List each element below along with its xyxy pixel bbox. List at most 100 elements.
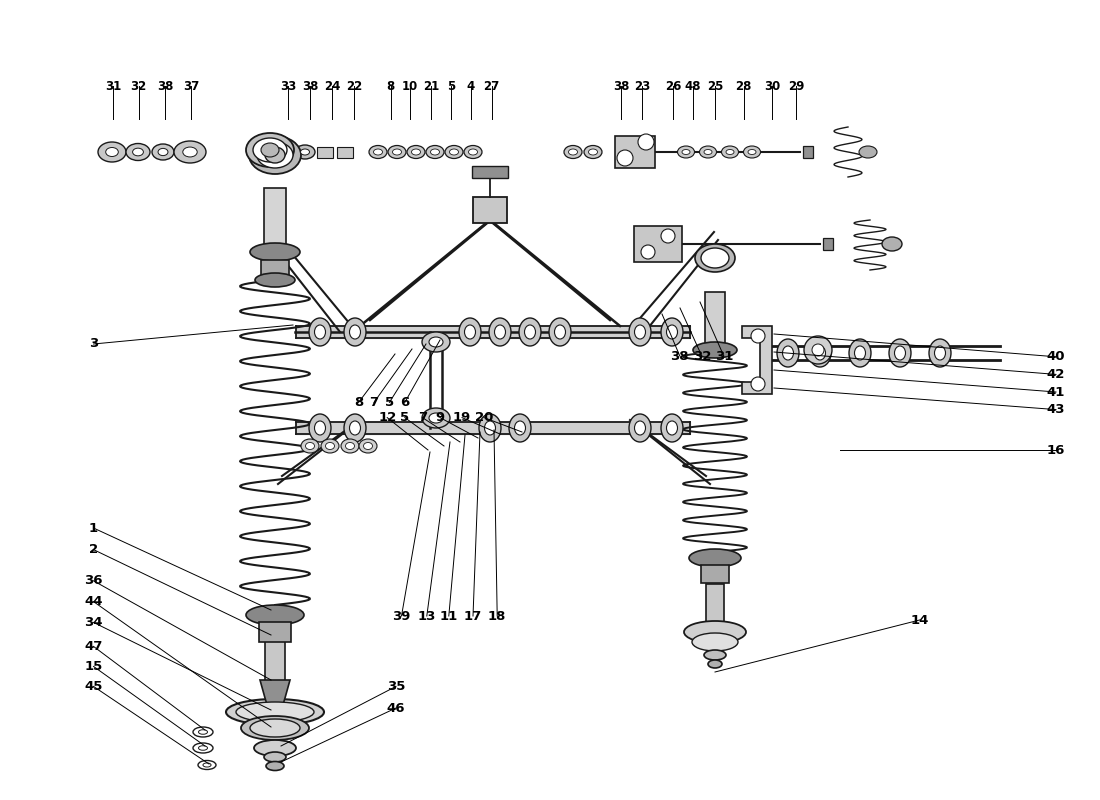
Ellipse shape [693, 342, 737, 358]
Bar [615, 136, 654, 168]
Ellipse shape [692, 633, 738, 651]
Ellipse shape [695, 244, 735, 272]
Ellipse shape [309, 414, 331, 442]
Ellipse shape [411, 149, 420, 155]
Ellipse shape [782, 346, 793, 360]
Ellipse shape [429, 337, 443, 347]
Ellipse shape [450, 149, 459, 155]
Ellipse shape [345, 442, 354, 450]
Text: 32: 32 [693, 350, 711, 362]
Text: 20: 20 [475, 411, 493, 424]
Ellipse shape [407, 146, 425, 158]
Ellipse shape [255, 273, 295, 287]
Text: 7: 7 [418, 411, 427, 424]
Ellipse shape [464, 325, 475, 339]
Text: 38: 38 [157, 80, 173, 93]
Text: 4: 4 [466, 80, 475, 93]
Text: 22: 22 [346, 80, 362, 93]
Ellipse shape [509, 414, 531, 442]
Bar [264, 187, 286, 253]
Ellipse shape [930, 339, 952, 367]
Ellipse shape [98, 142, 126, 162]
Ellipse shape [198, 761, 216, 770]
Text: 16: 16 [1047, 444, 1065, 457]
Ellipse shape [250, 719, 300, 737]
Ellipse shape [253, 138, 287, 162]
Ellipse shape [246, 133, 294, 167]
Text: 15: 15 [85, 660, 102, 673]
Ellipse shape [198, 730, 208, 734]
Text: 29: 29 [789, 80, 804, 93]
Ellipse shape [295, 145, 315, 159]
Ellipse shape [126, 143, 150, 161]
Text: 47: 47 [85, 640, 102, 653]
Ellipse shape [808, 339, 830, 367]
Ellipse shape [350, 325, 361, 339]
Text: 33: 33 [280, 80, 296, 93]
Text: 38: 38 [671, 350, 689, 362]
Text: 34: 34 [85, 616, 102, 629]
Text: 43: 43 [1047, 403, 1065, 416]
Text: 5: 5 [385, 396, 394, 409]
Text: 13: 13 [418, 610, 436, 622]
Ellipse shape [241, 716, 309, 740]
Ellipse shape [344, 414, 366, 442]
Ellipse shape [855, 346, 866, 360]
Text: 32: 32 [131, 80, 146, 93]
Text: 9: 9 [436, 411, 444, 424]
Ellipse shape [689, 549, 741, 567]
Ellipse shape [344, 318, 366, 346]
Text: 11: 11 [440, 610, 458, 622]
Ellipse shape [584, 146, 602, 158]
Ellipse shape [254, 740, 296, 756]
Ellipse shape [495, 325, 506, 339]
Text: 8: 8 [386, 80, 395, 93]
Ellipse shape [894, 346, 905, 360]
Ellipse shape [202, 763, 211, 767]
Text: 21: 21 [424, 80, 439, 93]
Text: 42: 42 [1047, 368, 1065, 381]
Ellipse shape [564, 146, 582, 158]
Text: 17: 17 [464, 610, 482, 622]
Text: 10: 10 [403, 80, 418, 93]
Ellipse shape [264, 752, 286, 762]
Ellipse shape [519, 318, 541, 346]
Text: 2: 2 [89, 543, 98, 556]
Ellipse shape [359, 439, 377, 453]
Ellipse shape [265, 147, 285, 163]
Ellipse shape [341, 439, 359, 453]
Ellipse shape [478, 414, 500, 442]
Circle shape [804, 336, 832, 364]
Text: 5: 5 [400, 411, 409, 424]
Circle shape [751, 329, 764, 343]
Ellipse shape [722, 146, 738, 158]
Ellipse shape [321, 439, 339, 453]
Text: 28: 28 [736, 80, 751, 93]
Ellipse shape [266, 762, 284, 770]
Ellipse shape [859, 146, 877, 158]
Ellipse shape [388, 146, 406, 158]
Ellipse shape [326, 442, 334, 450]
Text: 37: 37 [184, 80, 199, 93]
Bar [317, 146, 333, 158]
Text: 23: 23 [635, 80, 650, 93]
Ellipse shape [446, 146, 463, 158]
Text: 8: 8 [354, 396, 363, 409]
Text: 19: 19 [453, 411, 471, 424]
Ellipse shape [569, 149, 578, 155]
Ellipse shape [350, 421, 361, 435]
Ellipse shape [306, 442, 315, 450]
Bar [472, 166, 508, 178]
Ellipse shape [236, 702, 314, 722]
Polygon shape [742, 326, 772, 394]
Ellipse shape [106, 147, 119, 157]
Polygon shape [260, 680, 290, 708]
Ellipse shape [704, 150, 712, 154]
Text: 1: 1 [89, 522, 98, 534]
Text: 41: 41 [1047, 386, 1065, 398]
Ellipse shape [661, 318, 683, 346]
Circle shape [812, 344, 824, 356]
Circle shape [638, 134, 654, 150]
Ellipse shape [430, 149, 440, 155]
Text: 39: 39 [393, 610, 410, 622]
